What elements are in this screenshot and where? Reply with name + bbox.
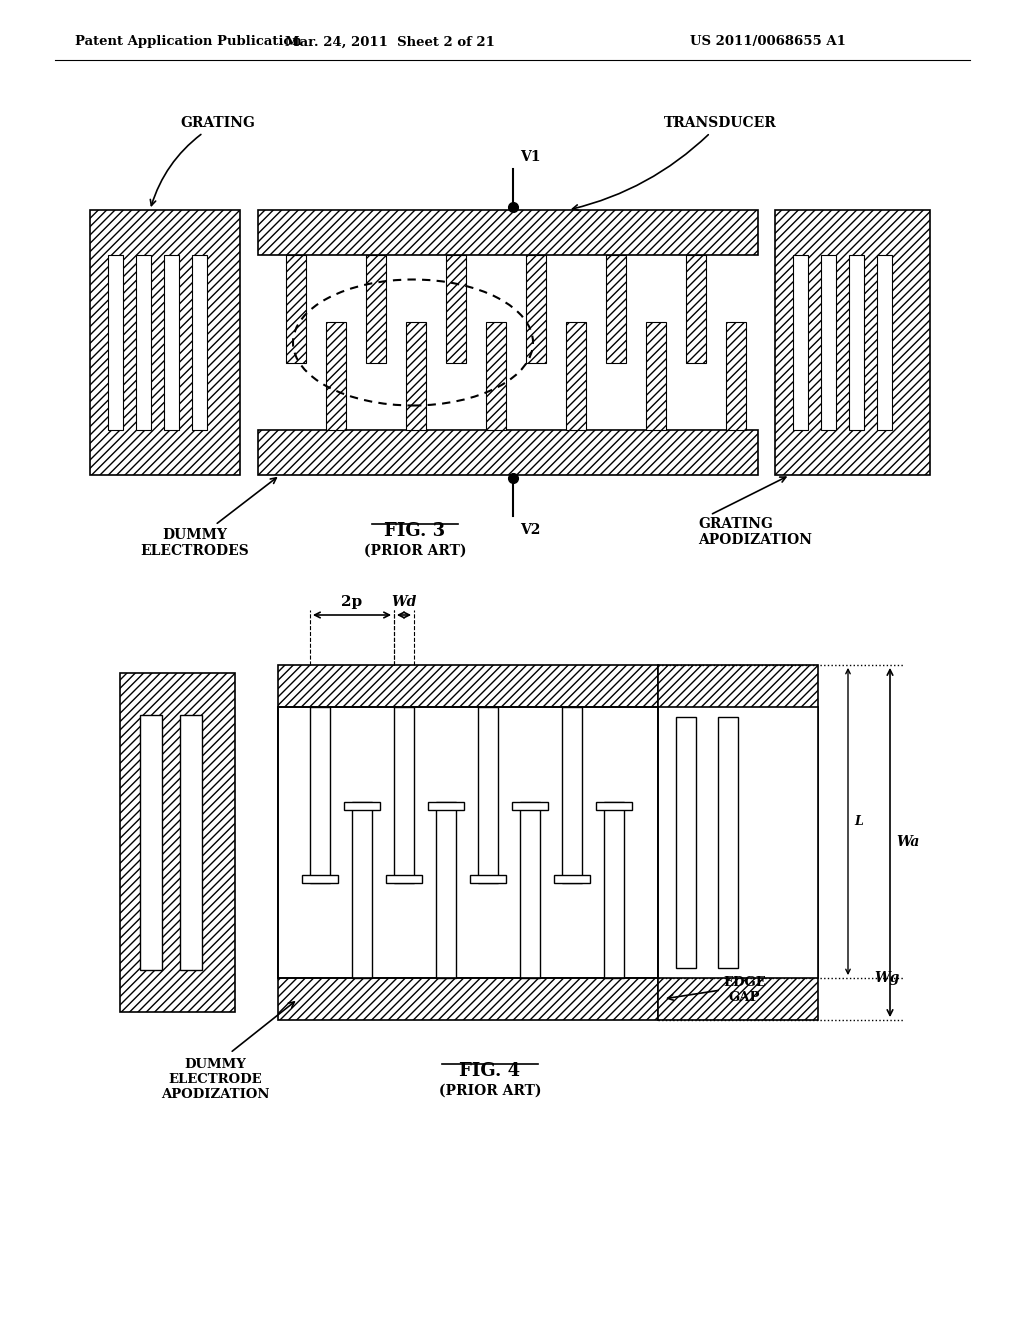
Bar bbox=[821, 255, 836, 430]
Bar bbox=[562, 708, 582, 883]
Text: TRANSDUCER: TRANSDUCER bbox=[572, 116, 776, 210]
Bar bbox=[676, 717, 696, 968]
Bar bbox=[526, 255, 546, 363]
Text: V1: V1 bbox=[520, 150, 541, 164]
Bar bbox=[486, 322, 506, 430]
Text: Wg: Wg bbox=[874, 972, 899, 985]
Bar bbox=[646, 322, 666, 430]
Bar bbox=[478, 708, 498, 883]
Bar bbox=[596, 803, 632, 810]
Bar bbox=[849, 255, 864, 430]
Text: FIG. 4: FIG. 4 bbox=[460, 1063, 520, 1080]
Text: 2p: 2p bbox=[341, 595, 362, 609]
Text: GRATING: GRATING bbox=[151, 116, 255, 206]
Bar bbox=[658, 665, 818, 1020]
Bar bbox=[520, 803, 540, 978]
Text: V2: V2 bbox=[520, 523, 541, 537]
Bar bbox=[258, 210, 758, 255]
Bar bbox=[658, 708, 818, 978]
Bar bbox=[136, 255, 151, 430]
Bar bbox=[302, 875, 338, 883]
Bar bbox=[366, 255, 386, 363]
Text: DUMMY
ELECTRODE
APODIZATION: DUMMY ELECTRODE APODIZATION bbox=[161, 1059, 269, 1101]
Text: FIG. 3: FIG. 3 bbox=[384, 521, 445, 540]
Text: (PRIOR ART): (PRIOR ART) bbox=[438, 1084, 542, 1098]
Bar bbox=[554, 875, 590, 883]
Text: L: L bbox=[854, 814, 863, 828]
Text: EDGE
GAP: EDGE GAP bbox=[723, 975, 766, 1005]
Text: US 2011/0068655 A1: US 2011/0068655 A1 bbox=[690, 36, 846, 49]
Bar bbox=[286, 255, 306, 363]
Bar bbox=[446, 255, 466, 363]
Bar bbox=[326, 322, 346, 430]
Bar bbox=[120, 673, 234, 1012]
Bar bbox=[726, 322, 746, 430]
Text: Patent Application Publication: Patent Application Publication bbox=[75, 36, 302, 49]
Bar bbox=[775, 210, 930, 475]
Bar bbox=[793, 255, 808, 430]
Bar bbox=[428, 803, 464, 810]
Bar bbox=[606, 255, 626, 363]
Bar bbox=[470, 875, 506, 883]
Text: GRATING
APODIZATION: GRATING APODIZATION bbox=[698, 517, 812, 548]
Bar bbox=[140, 715, 162, 970]
Bar bbox=[386, 875, 422, 883]
Bar bbox=[718, 717, 738, 968]
Text: Wd: Wd bbox=[391, 595, 417, 609]
Bar bbox=[278, 708, 658, 978]
Bar bbox=[604, 803, 624, 978]
Bar bbox=[436, 803, 456, 978]
Bar bbox=[352, 803, 372, 978]
Bar bbox=[394, 708, 414, 883]
Bar bbox=[406, 322, 426, 430]
Bar bbox=[278, 665, 658, 1020]
Text: Wa: Wa bbox=[896, 836, 920, 850]
Bar bbox=[686, 255, 706, 363]
Bar bbox=[278, 708, 658, 978]
Text: Mar. 24, 2011  Sheet 2 of 21: Mar. 24, 2011 Sheet 2 of 21 bbox=[285, 36, 495, 49]
Text: DUMMY
ELECTRODES: DUMMY ELECTRODES bbox=[140, 528, 250, 558]
Bar bbox=[344, 803, 380, 810]
Bar bbox=[278, 708, 658, 978]
Bar bbox=[877, 255, 892, 430]
Bar bbox=[164, 255, 179, 430]
Bar bbox=[180, 715, 202, 970]
Bar bbox=[566, 322, 586, 430]
Bar bbox=[108, 255, 123, 430]
Bar bbox=[90, 210, 240, 475]
Bar bbox=[258, 430, 758, 475]
Text: (PRIOR ART): (PRIOR ART) bbox=[364, 544, 466, 558]
Bar bbox=[193, 255, 207, 430]
Bar bbox=[512, 803, 548, 810]
Bar bbox=[310, 708, 330, 883]
